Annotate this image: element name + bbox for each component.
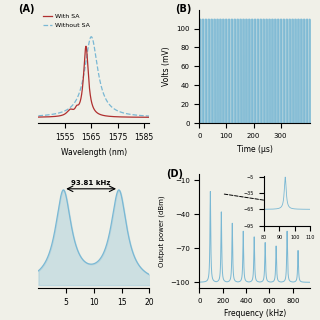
Legend: With SA, Without SA: With SA, Without SA bbox=[42, 13, 91, 29]
X-axis label: Time (μs): Time (μs) bbox=[237, 145, 273, 154]
Text: (D): (D) bbox=[166, 169, 183, 179]
Text: 93.81 kHz: 93.81 kHz bbox=[71, 180, 111, 186]
Y-axis label: Output power (dBm): Output power (dBm) bbox=[158, 196, 165, 267]
Text: (A): (A) bbox=[19, 4, 35, 14]
X-axis label: Frequency (kHz): Frequency (kHz) bbox=[224, 309, 286, 318]
X-axis label: Wavelength (nm): Wavelength (nm) bbox=[61, 148, 127, 156]
Y-axis label: Volts (mV): Volts (mV) bbox=[162, 47, 171, 86]
Text: (B): (B) bbox=[175, 4, 191, 14]
